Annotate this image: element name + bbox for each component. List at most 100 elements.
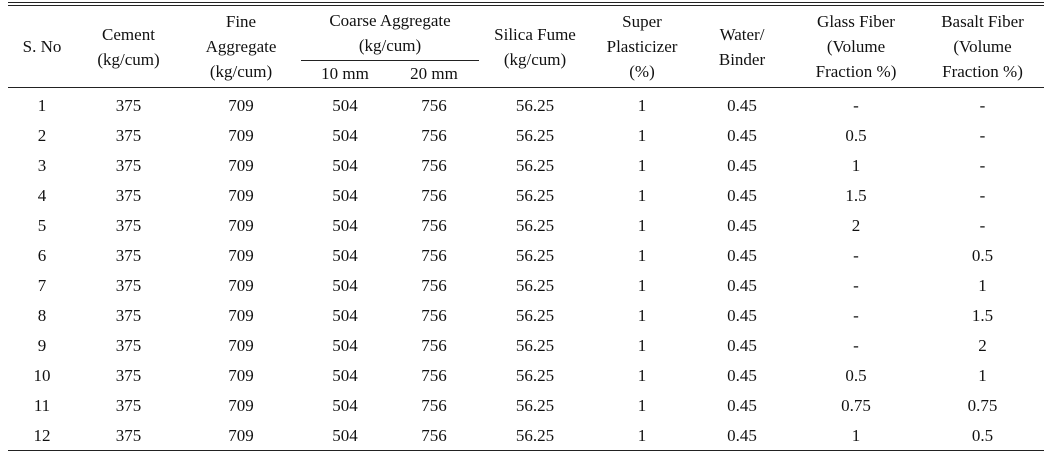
- cell-super-plasticizer: 1: [637, 275, 647, 295]
- cell-coarse-10mm: 504: [332, 395, 358, 415]
- cell-sno: 8: [37, 305, 47, 325]
- table-row: 9 375 709 504 756 56.25 1 0.45 - 2: [8, 330, 1044, 360]
- cell-coarse-10mm: 504: [332, 275, 358, 295]
- cell-water-binder: 0.45: [727, 185, 757, 205]
- header-fine-line3: (kg/cum): [209, 62, 273, 81]
- cell-coarse-20mm: 756: [421, 305, 447, 325]
- cell-coarse-20mm: 756: [421, 275, 447, 295]
- cell-cement: 375: [115, 95, 142, 115]
- cell-fine-aggregate: 709: [228, 125, 254, 145]
- top-rule: [8, 2, 1044, 3]
- cell-fine-aggregate: 709: [228, 245, 254, 265]
- cell-fine-aggregate: 709: [228, 95, 254, 115]
- header-silica-fume: Silica Fume (kg/cum): [479, 6, 592, 88]
- cell-cement: 375: [115, 185, 142, 205]
- cell-super-plasticizer: 1: [637, 215, 647, 235]
- header-fine-line1: Fine: [225, 12, 257, 31]
- cell-coarse-10mm: 504: [332, 305, 358, 325]
- cell-silica-fume: 56.25: [515, 395, 555, 415]
- header-fine-aggregate: Fine Aggregate (kg/cum): [181, 6, 301, 88]
- cell-sno: 11: [33, 395, 51, 415]
- cell-water-binder: 0.45: [727, 365, 757, 385]
- cell-basalt-fiber: 1: [978, 275, 987, 295]
- cell-fine-aggregate: 709: [228, 365, 254, 385]
- cell-water-binder: 0.45: [727, 95, 757, 115]
- cell-silica-fume: 56.25: [515, 125, 555, 145]
- cell-coarse-10mm: 504: [332, 245, 358, 265]
- header-cement: Cement (kg/cum): [76, 6, 181, 88]
- cell-coarse-20mm: 756: [421, 395, 447, 415]
- header-super-line1: Super: [622, 12, 662, 31]
- header-wb-line2: Binder: [718, 49, 766, 69]
- cell-basalt-fiber: -: [979, 215, 986, 235]
- cell-silica-fume: 56.25: [515, 95, 555, 115]
- cell-glass-fiber: -: [853, 95, 859, 115]
- table-row: 12 375 709 504 756 56.25 1 0.45 1 0.5: [8, 420, 1045, 451]
- cell-silica-fume: 56.25: [479, 420, 592, 451]
- cell-fine-aggregate: 709: [228, 305, 254, 325]
- cell-coarse-20mm: 756: [421, 215, 447, 235]
- cell-coarse-10mm: 504: [332, 155, 358, 175]
- header-silica-line2: (kg/cum): [503, 49, 567, 69]
- cell-super-plasticizer: 1: [637, 125, 647, 145]
- cell-coarse-10mm: 504: [332, 95, 358, 115]
- cell-sno: 2: [37, 125, 47, 145]
- cell-cement: 375: [115, 365, 142, 385]
- cell-sno: 7: [37, 275, 47, 295]
- cell-cement: 375: [115, 335, 142, 355]
- header-wb-line1: Water/: [719, 24, 765, 44]
- cell-cement: 375: [115, 395, 142, 415]
- cell-super-plasticizer: 1: [637, 245, 647, 265]
- cell-glass-fiber: 1: [851, 155, 861, 175]
- cell-sno: 1: [37, 95, 47, 115]
- cell-fine-aggregate: 709: [228, 185, 254, 205]
- cell-glass-fiber: 1: [791, 420, 922, 451]
- header-silica-line1: Silica Fume: [494, 24, 576, 44]
- cell-fine-aggregate: 709: [228, 275, 254, 295]
- cell-coarse-10mm: 504: [332, 365, 358, 385]
- cell-cement: 375: [115, 125, 142, 145]
- cell-sno: 3: [37, 155, 47, 175]
- cell-fine-aggregate: 709: [228, 395, 254, 415]
- cell-water-binder: 0.45: [727, 335, 757, 355]
- header-glass-line1: Glass Fiber: [817, 12, 895, 31]
- table-row: 2 375 709 504 756 56.25 1 0.45 0.5 -: [8, 120, 1044, 150]
- cell-water-binder: 0.45: [727, 215, 757, 235]
- cell-basalt-fiber: -: [979, 155, 986, 175]
- cell-coarse-20mm: 756: [421, 125, 447, 145]
- cell-coarse-20mm: 756: [421, 155, 447, 175]
- cell-silica-fume: 56.25: [515, 305, 555, 325]
- cell-super-plasticizer: 1: [637, 185, 647, 205]
- cell-sno: 5: [37, 215, 47, 235]
- header-coarse-line2: (kg/cum): [358, 36, 422, 55]
- cell-super-plasticizer: 1: [637, 305, 647, 325]
- table-row: 11 375 709 504 756 56.25 1 0.45 0.75 0.75: [8, 390, 1044, 420]
- header-coarse-aggregate: Coarse Aggregate (kg/cum): [301, 6, 480, 61]
- cell-basalt-fiber: -: [979, 125, 986, 145]
- table-row: 3 375 709 504 756 56.25 1 0.45 1 -: [8, 150, 1044, 180]
- cell-water-binder: 0.45: [727, 275, 757, 295]
- cell-coarse-20mm: 756: [421, 365, 447, 385]
- cell-water-binder: 0.45: [727, 395, 757, 415]
- cell-cement: 375: [115, 245, 142, 265]
- header-fine-line2: Aggregate: [205, 37, 277, 56]
- cell-silica-fume: 56.25: [515, 245, 555, 265]
- header-glass-line2: (Volume: [826, 37, 886, 56]
- cell-silica-fume: 56.25: [515, 365, 555, 385]
- mix-proportion-table: S. No Cement (kg/cum) Fine Aggregate (kg…: [8, 6, 1045, 451]
- header-coarse-20mm: 20 mm: [389, 60, 480, 88]
- cell-coarse-20mm: 756: [421, 335, 447, 355]
- cell-basalt-fiber: 1: [978, 365, 987, 385]
- cell-sno: 9: [37, 335, 47, 355]
- cell-water-binder: 0.45: [727, 245, 757, 265]
- cell-basalt-fiber: 2: [978, 335, 987, 355]
- header-glass-fiber: Glass Fiber (Volume Fraction %): [791, 6, 922, 88]
- header-sno: S. No: [8, 6, 76, 88]
- cell-cement: 375: [76, 420, 181, 451]
- cell-water-binder: 0.45: [727, 305, 757, 325]
- cell-water-binder: 0.45: [727, 125, 757, 145]
- cell-basalt-fiber: -: [979, 95, 986, 115]
- cell-sno: 6: [37, 245, 47, 265]
- cell-sno: 12: [8, 420, 76, 451]
